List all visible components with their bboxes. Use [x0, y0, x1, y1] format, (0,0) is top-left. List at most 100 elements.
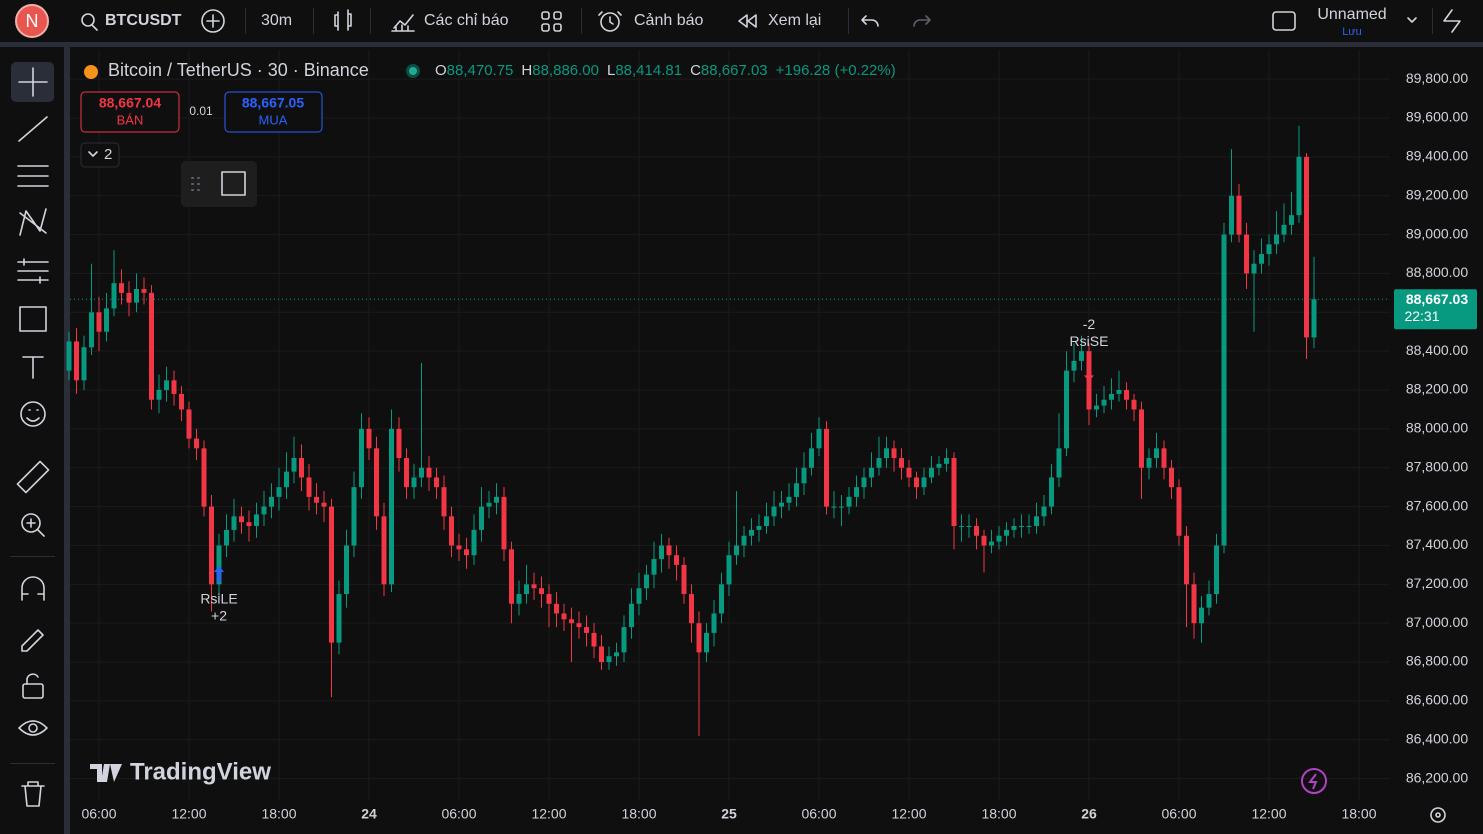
shape-tool[interactable] — [19, 306, 47, 332]
separator — [370, 8, 371, 34]
candle-body — [1229, 195, 1234, 235]
chart-type[interactable] — [334, 9, 352, 31]
grid — [70, 50, 1390, 800]
high: 88,886.00 — [532, 62, 599, 79]
candle-body — [824, 428, 829, 507]
interval[interactable]: 30m — [261, 12, 292, 29]
candle-body — [464, 549, 469, 556]
candle-body — [359, 428, 364, 488]
save[interactable]: Lưu — [1342, 26, 1362, 38]
change: +196.28 (+0.22%) — [776, 62, 896, 79]
candle-body — [374, 448, 379, 517]
text-tool[interactable] — [22, 356, 44, 379]
candle-body — [201, 448, 207, 507]
add-symbol[interactable] — [201, 9, 225, 33]
candle-body — [1079, 351, 1084, 361]
lightning — [1308, 773, 1318, 790]
candle-body — [891, 448, 897, 459]
candle-body — [719, 584, 724, 614]
candle-body — [336, 594, 342, 643]
fib-tool[interactable] — [17, 165, 49, 187]
candle-body — [1139, 409, 1144, 468]
indicators-toggle[interactable] — [80, 142, 120, 168]
watermark: TradingView — [130, 758, 271, 785]
draw-mode[interactable] — [21, 629, 44, 652]
candle-body — [89, 312, 94, 348]
x-tick-label: 18:00 — [1341, 806, 1376, 822]
symbol[interactable]: BTCUSDT — [105, 12, 182, 29]
candle-body — [764, 516, 769, 527]
search-icon — [91, 24, 98, 31]
undo[interactable] — [861, 15, 879, 27]
candle-body — [434, 477, 439, 488]
candle-body — [779, 502, 784, 507]
lightning[interactable] — [1301, 768, 1327, 794]
settings[interactable] — [1430, 807, 1446, 823]
icon-tool[interactable] — [20, 401, 46, 427]
layout-name[interactable]: Unnamed — [1317, 6, 1386, 23]
indicators[interactable]: Các chỉ báo — [424, 12, 509, 29]
candle-body — [351, 487, 357, 546]
candle-body — [261, 506, 267, 515]
avatar-letter: N — [26, 11, 39, 31]
candle-body — [681, 564, 687, 595]
x-tick-label: 24 — [361, 806, 377, 822]
candle-body — [734, 545, 739, 556]
alerts[interactable]: Cảnh báo — [634, 12, 703, 29]
buy-button[interactable] — [224, 91, 323, 133]
signal-label: RsiLE — [200, 591, 237, 607]
label: H — [521, 62, 532, 79]
avatar[interactable] — [15, 4, 49, 38]
candle-body — [299, 458, 304, 478]
select-rect[interactable] — [221, 171, 246, 196]
candle-body — [111, 283, 117, 309]
redo[interactable] — [913, 15, 931, 27]
candle-body — [621, 627, 627, 653]
y-tick-label: 87,000.00 — [1406, 614, 1468, 630]
drag-handle[interactable] — [191, 177, 200, 191]
replay[interactable]: Xem lại — [768, 12, 821, 29]
y-tick-label: 88,000.00 — [1406, 420, 1468, 436]
candle-body — [389, 428, 394, 585]
indicator-count: 2 — [104, 146, 112, 163]
alert-icon — [600, 12, 620, 32]
templates[interactable] — [541, 11, 550, 20]
sell-label: BÁN — [117, 112, 144, 127]
order-qty[interactable]: 0.01 — [189, 104, 213, 118]
candle-body — [516, 594, 522, 604]
candle-body — [959, 526, 964, 528]
candle-body — [1056, 448, 1062, 478]
ruler-tool[interactable] — [16, 460, 50, 494]
candle-body — [1131, 399, 1137, 410]
candle-body — [546, 594, 552, 604]
candle-body — [404, 458, 409, 488]
line-tool[interactable] — [18, 116, 48, 142]
pattern-tool[interactable] — [19, 208, 47, 236]
long-arrow — [214, 565, 224, 582]
magnet-tool[interactable] — [21, 576, 45, 601]
forecast-tool[interactable] — [17, 258, 49, 284]
candle-body — [854, 487, 859, 497]
candle-body — [966, 526, 972, 528]
close: 88,667.03 — [701, 62, 768, 79]
layout-icon[interactable] — [1272, 11, 1296, 31]
delete-tool[interactable] — [21, 781, 45, 807]
candle-body — [314, 496, 319, 503]
zoom-tool[interactable] — [21, 513, 41, 533]
candle-body — [104, 308, 109, 332]
fullscreen[interactable] — [1443, 9, 1461, 33]
lock-tool[interactable] — [22, 683, 44, 699]
candle-body — [164, 380, 169, 391]
layout-menu[interactable] — [1407, 17, 1417, 23]
x-tick-label: 26 — [1081, 806, 1097, 822]
x-tick-label: 06:00 — [1161, 806, 1196, 822]
sell-button[interactable] — [80, 91, 180, 133]
candle-body — [1161, 448, 1167, 468]
hide-tool[interactable] — [18, 720, 48, 736]
y-tick-label: 86,400.00 — [1406, 730, 1468, 746]
candle-body — [1109, 393, 1114, 400]
market-status — [409, 67, 417, 75]
x-tick-label: 12:00 — [531, 806, 566, 822]
candle-body — [1071, 360, 1077, 371]
